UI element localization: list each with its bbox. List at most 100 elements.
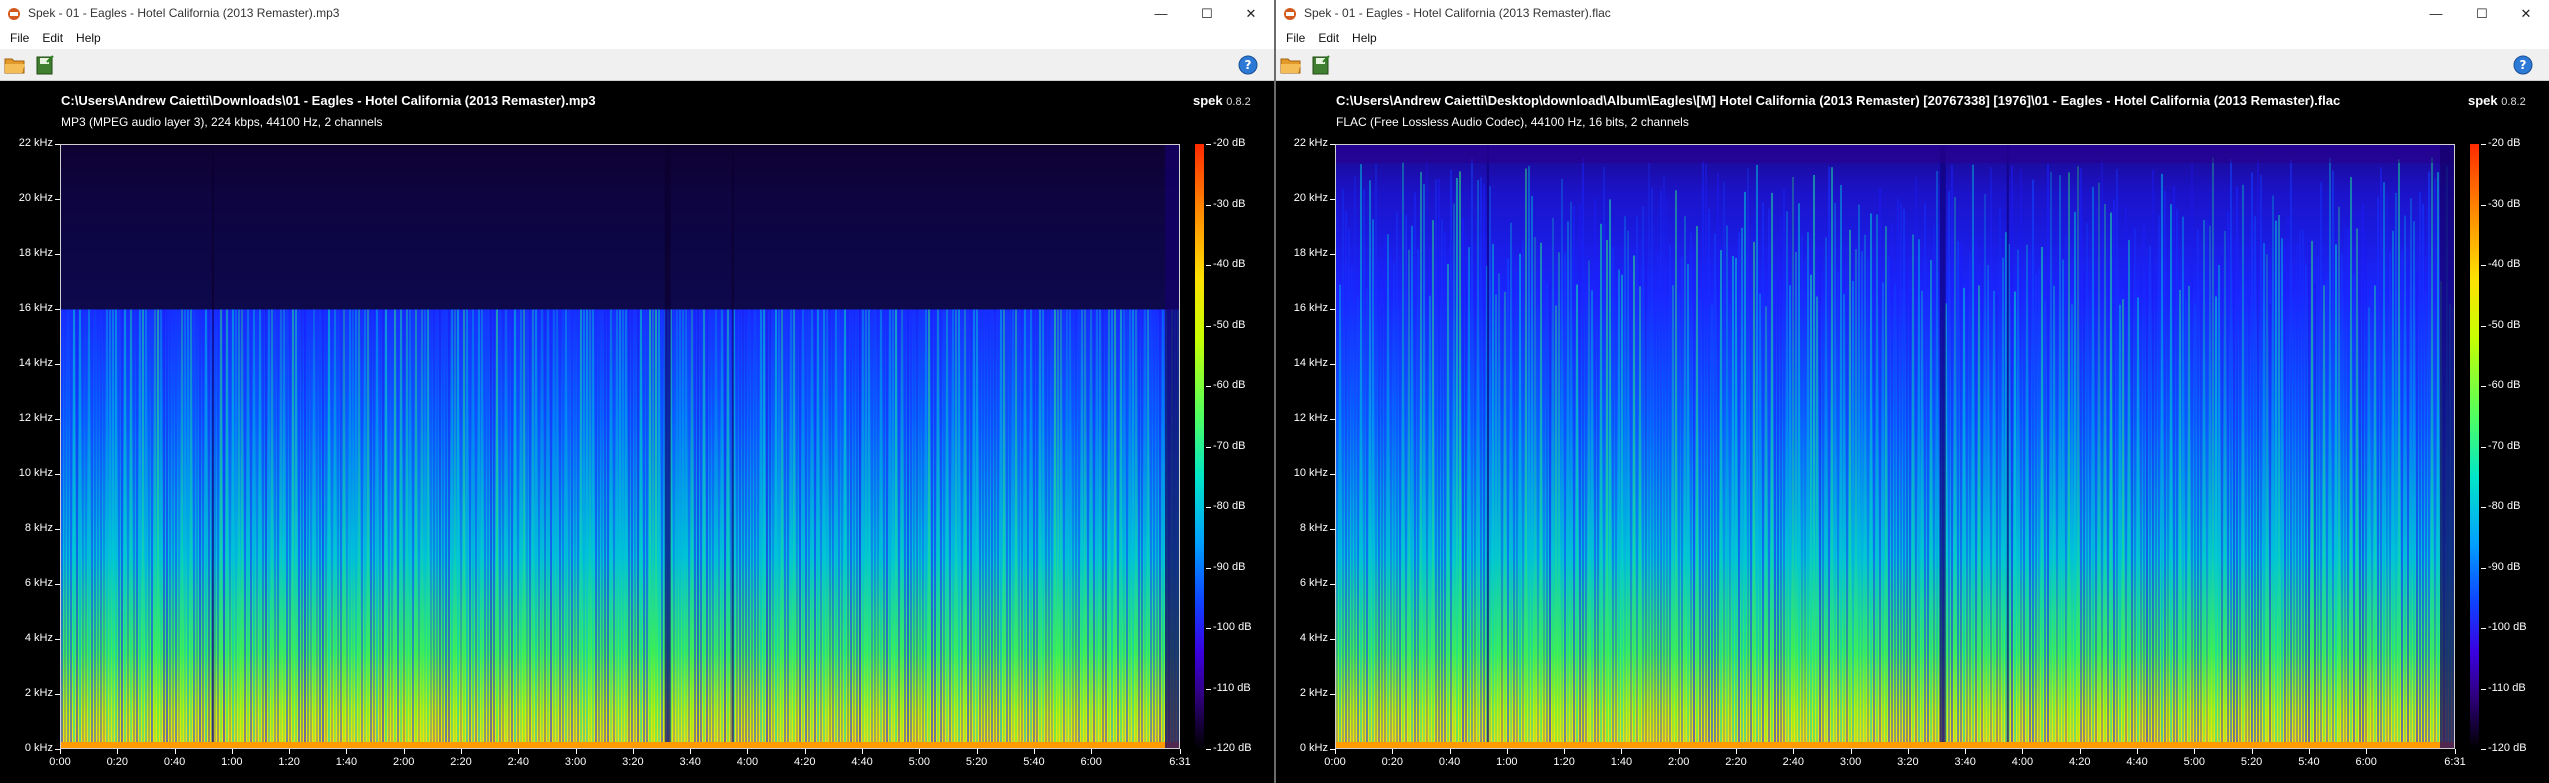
spectral-streak: [2122, 299, 2124, 748]
spectral-streak: [355, 309, 357, 748]
spectral-streak: [91, 309, 93, 748]
spectral-streak: [1153, 309, 1155, 748]
spectral-streak: [103, 309, 105, 748]
spectral-streak: [1504, 291, 1506, 748]
y-tick-mark: [1330, 419, 1335, 420]
spectral-streak: [2008, 244, 2010, 748]
spectral-streak: [931, 309, 933, 748]
menu-help[interactable]: Help: [76, 31, 101, 45]
spectral-streak: [208, 309, 210, 748]
spectral-streak: [1666, 198, 1668, 748]
db-tick-label: -60 dB: [1213, 379, 1246, 391]
spectral-streak: [163, 309, 165, 748]
folder-open-icon[interactable]: [1279, 54, 1303, 76]
minimize-button[interactable]: —: [2413, 0, 2459, 27]
spectral-streak: [1633, 255, 1635, 748]
spectral-streak: [178, 309, 180, 748]
spectral-streak: [646, 309, 648, 748]
spectral-streak: [469, 309, 471, 748]
spectral-streak: [904, 309, 906, 748]
spectral-streak: [505, 309, 507, 748]
title-bar[interactable]: Spek - 01 - Eagles - Hotel California (2…: [0, 0, 1274, 27]
spectral-streak: [1150, 309, 1152, 748]
maximize-button[interactable]: ☐: [1184, 0, 1230, 27]
x-tick-mark: [461, 749, 463, 754]
spectral-streak: [1531, 195, 1533, 748]
help-icon[interactable]: ?: [2511, 54, 2535, 76]
spek-window-mp3: Spek - 01 - Eagles - Hotel California (2…: [0, 0, 1274, 783]
help-icon[interactable]: ?: [1236, 54, 1260, 76]
spectral-streak: [778, 309, 780, 748]
spectral-streak: [994, 309, 996, 748]
spectral-streak: [1336, 198, 1338, 748]
save-image-icon[interactable]: [33, 54, 57, 76]
spectral-streak: [1345, 210, 1347, 748]
x-tick-label: 0:40: [163, 756, 186, 768]
y-tick-label: 12 kHz: [18, 412, 53, 424]
spectral-streak: [784, 309, 786, 748]
spectral-streak: [649, 309, 651, 748]
spectral-streak: [244, 309, 246, 748]
menu-edit[interactable]: Edit: [1318, 31, 1340, 45]
spectral-streak: [1033, 309, 1035, 748]
spectral-streak: [1105, 309, 1107, 748]
menu-edit[interactable]: Edit: [42, 31, 64, 45]
spectral-streak: [1699, 299, 1701, 748]
save-image-icon[interactable]: [1309, 54, 1333, 76]
spectral-streak: [1885, 226, 1887, 748]
menu-file[interactable]: File: [10, 31, 30, 45]
spectral-streak: [637, 309, 639, 748]
db-tick-mark: [2481, 204, 2486, 206]
spectral-streak: [88, 309, 90, 748]
spectral-streak: [2272, 195, 2274, 748]
spectral-streak: [124, 309, 126, 748]
spectral-streak: [2194, 303, 2196, 748]
spectral-streak: [1990, 167, 1992, 748]
spectral-streak: [1813, 175, 1815, 748]
spectral-streak: [331, 309, 333, 748]
y-tick-mark: [55, 309, 60, 310]
x-tick-label: 4:00: [736, 756, 759, 768]
spectral-streak: [979, 309, 981, 748]
folder-open-icon[interactable]: [3, 54, 27, 76]
spectral-streak: [2197, 229, 2199, 748]
y-tick-label: 20 kHz: [18, 192, 53, 204]
maximize-button[interactable]: ☐: [2459, 0, 2505, 27]
spectral-streak: [658, 309, 660, 748]
spectral-streak: [115, 309, 117, 748]
x-tick-label: 0:00: [1324, 756, 1346, 768]
x-tick-label: 4:20: [2069, 756, 2091, 768]
close-button[interactable]: ✕: [2503, 0, 2549, 27]
spectral-streak: [157, 309, 159, 748]
title-bar[interactable]: Spek - 01 - Eagles - Hotel California (2…: [1276, 0, 2549, 27]
x-tick-mark: [1506, 749, 1508, 754]
spectral-streak: [718, 309, 720, 748]
x-tick-mark: [60, 749, 61, 754]
menu-file[interactable]: File: [1286, 31, 1306, 45]
x-tick-mark: [1907, 749, 1909, 754]
spectral-streak: [421, 309, 423, 748]
db-tick-mark: [1206, 688, 1211, 690]
db-tick-mark: [2481, 688, 2486, 690]
spectral-streak: [196, 309, 198, 748]
spectral-streak: [1960, 242, 1962, 748]
spectral-streak: [1525, 168, 1527, 748]
spectral-streak: [1588, 260, 1590, 748]
spectral-streak: [112, 309, 114, 748]
spectral-streak: [829, 309, 831, 748]
spectral-streak: [2104, 203, 2106, 748]
spectral-streak: [73, 309, 75, 748]
menu-help[interactable]: Help: [1352, 31, 1377, 45]
spectral-streak: [2068, 172, 2070, 748]
spectral-streak: [724, 309, 726, 748]
spectral-streak: [1540, 242, 1542, 748]
spectral-streak: [1114, 309, 1116, 748]
close-button[interactable]: ✕: [1228, 0, 1274, 27]
spectral-streak: [1771, 192, 1773, 748]
minimize-button[interactable]: —: [1138, 0, 1184, 27]
spectral-streak: [571, 309, 573, 748]
spectral-streak: [2155, 271, 2157, 748]
spectral-streak: [451, 309, 453, 748]
y-tick-mark: [55, 474, 60, 475]
db-colorbar: [2470, 144, 2479, 749]
